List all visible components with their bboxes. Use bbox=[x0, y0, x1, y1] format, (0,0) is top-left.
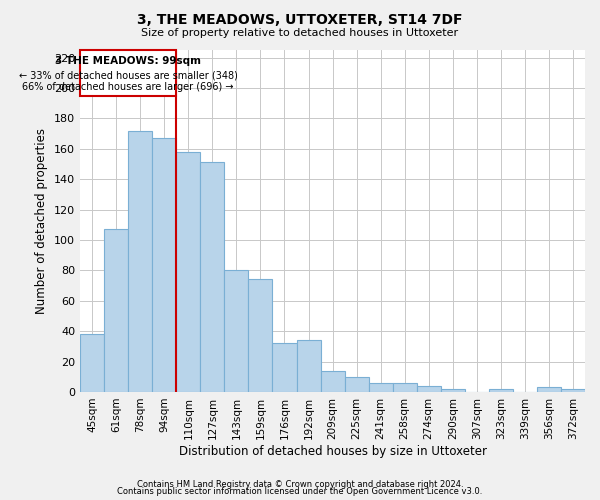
Bar bbox=[561, 389, 585, 392]
Bar bbox=[176, 152, 200, 392]
Text: 3, THE MEADOWS, UTTOXETER, ST14 7DF: 3, THE MEADOWS, UTTOXETER, ST14 7DF bbox=[137, 12, 463, 26]
Text: Contains public sector information licensed under the Open Government Licence v3: Contains public sector information licen… bbox=[118, 487, 482, 496]
Bar bbox=[344, 377, 368, 392]
Bar bbox=[128, 130, 152, 392]
Bar bbox=[417, 386, 441, 392]
Bar bbox=[272, 344, 296, 392]
Bar bbox=[320, 370, 344, 392]
Text: Size of property relative to detached houses in Uttoxeter: Size of property relative to detached ho… bbox=[142, 28, 458, 38]
Bar bbox=[224, 270, 248, 392]
Y-axis label: Number of detached properties: Number of detached properties bbox=[35, 128, 49, 314]
Bar bbox=[80, 334, 104, 392]
Bar bbox=[200, 162, 224, 392]
X-axis label: Distribution of detached houses by size in Uttoxeter: Distribution of detached houses by size … bbox=[179, 444, 487, 458]
Text: 3 THE MEADOWS: 99sqm: 3 THE MEADOWS: 99sqm bbox=[55, 56, 201, 66]
Text: 66% of detached houses are larger (696) →: 66% of detached houses are larger (696) … bbox=[22, 82, 234, 92]
Bar bbox=[152, 138, 176, 392]
Bar bbox=[489, 389, 513, 392]
Bar bbox=[368, 383, 392, 392]
Text: Contains HM Land Registry data © Crown copyright and database right 2024.: Contains HM Land Registry data © Crown c… bbox=[137, 480, 463, 489]
Bar bbox=[537, 388, 561, 392]
Bar bbox=[392, 383, 417, 392]
Bar bbox=[296, 340, 320, 392]
Bar bbox=[104, 230, 128, 392]
Bar bbox=[441, 389, 465, 392]
Text: ← 33% of detached houses are smaller (348): ← 33% of detached houses are smaller (34… bbox=[19, 70, 238, 80]
FancyBboxPatch shape bbox=[80, 50, 176, 96]
Bar bbox=[248, 280, 272, 392]
